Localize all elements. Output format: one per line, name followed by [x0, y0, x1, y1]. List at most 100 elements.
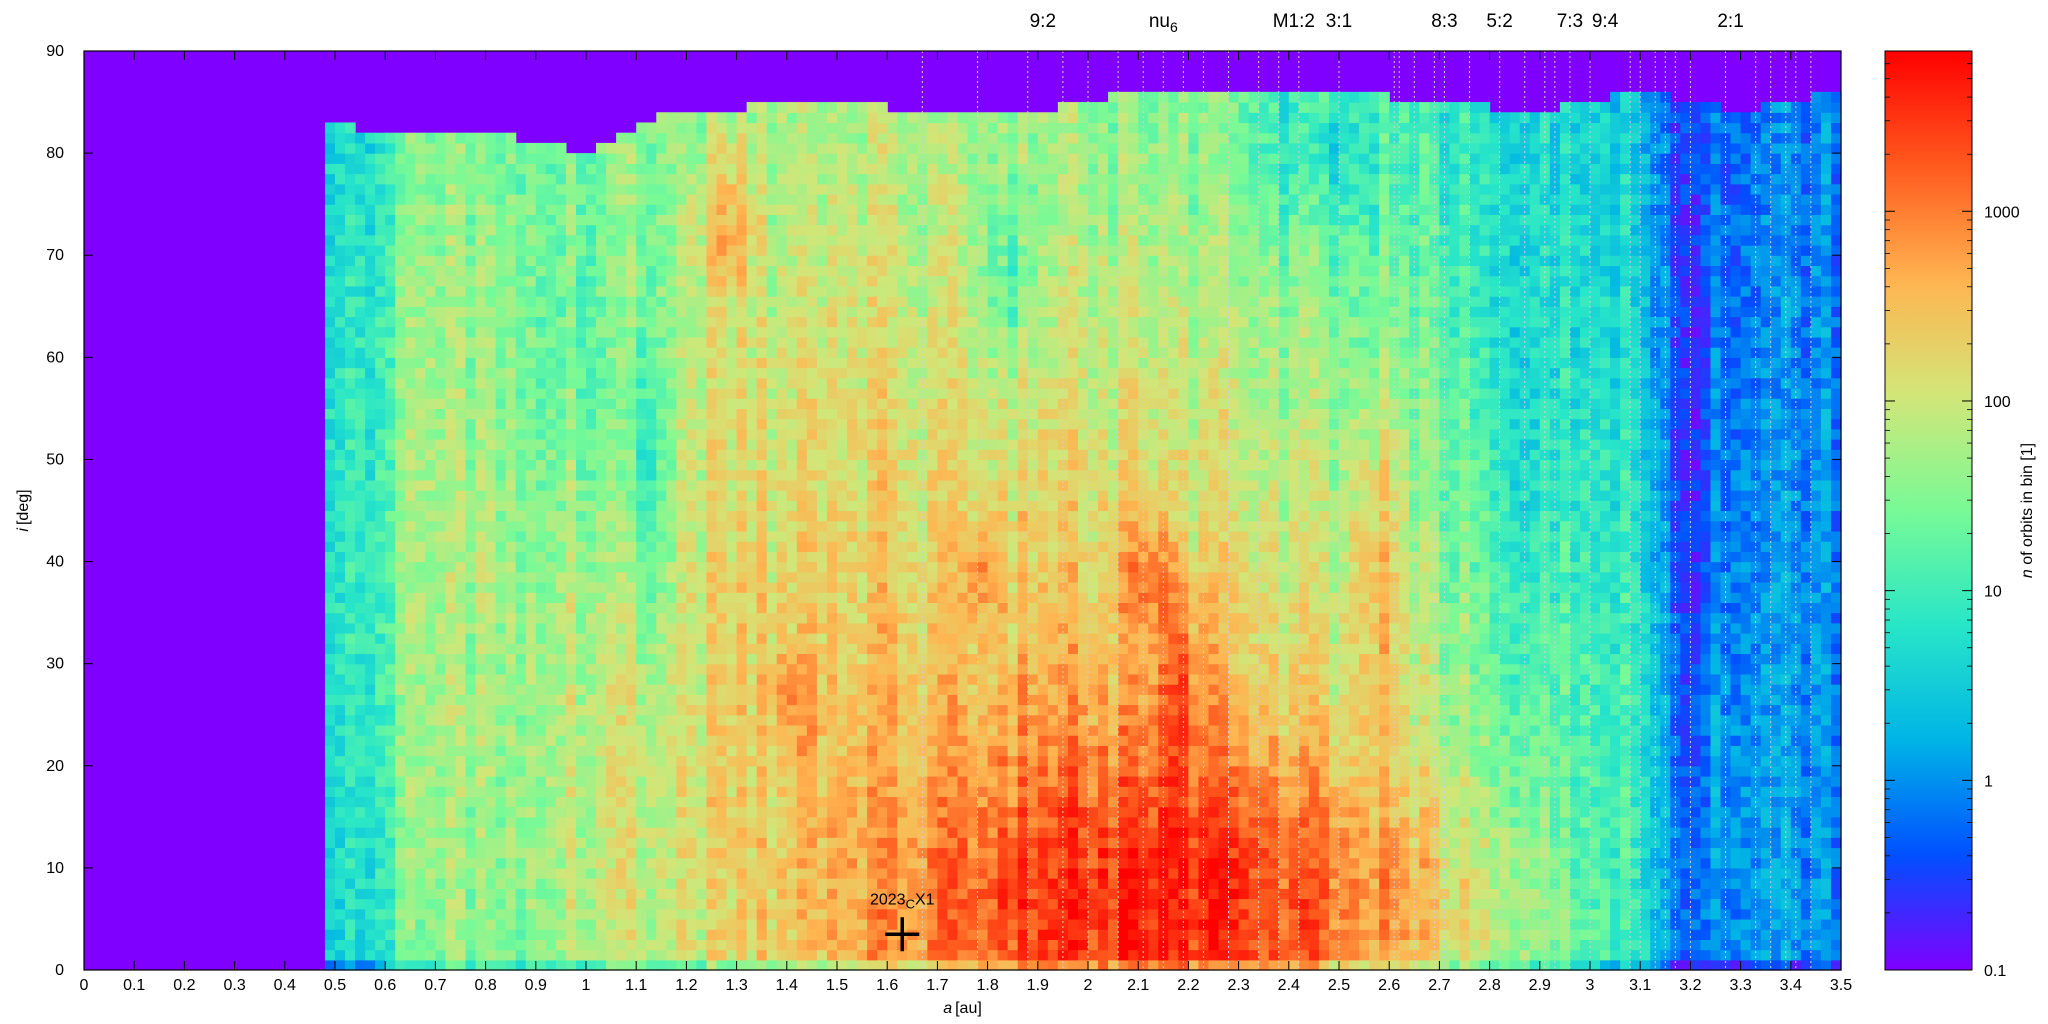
heatmap-cell [495, 878, 507, 889]
heatmap-cell [766, 326, 778, 338]
heatmap-cell [375, 745, 386, 757]
heatmap-cell [616, 684, 627, 695]
heatmap-cell [525, 163, 537, 175]
heatmap-cell [867, 908, 878, 920]
heatmap-cell [746, 479, 758, 491]
heatmap-cell [415, 204, 426, 215]
heatmap-cell [897, 704, 908, 716]
heatmap-cell [877, 449, 888, 461]
heatmap-cell [847, 745, 858, 757]
heatmap-cell [867, 612, 878, 624]
heatmap-cell [525, 592, 537, 603]
heatmap-cell [324, 827, 336, 838]
heatmap-cell [766, 959, 778, 971]
heatmap-cell [626, 602, 637, 614]
heatmap-cell [867, 439, 878, 450]
heatmap-cell [666, 898, 677, 910]
heatmap-cell [726, 367, 738, 379]
heatmap-cell [475, 724, 487, 736]
heatmap-cell [575, 735, 587, 746]
heatmap-cell [746, 326, 758, 338]
heatmap-cell [746, 612, 758, 624]
heatmap-cell [626, 694, 637, 706]
heatmap-cell [324, 663, 336, 675]
heatmap-cell [385, 806, 396, 818]
heatmap-cell [897, 510, 908, 522]
heatmap-cell [776, 347, 788, 358]
heatmap-cell [545, 673, 557, 685]
heatmap-cell [465, 183, 477, 195]
heatmap-cell [596, 500, 607, 512]
heatmap-cell [857, 520, 868, 532]
heatmap-cell [395, 336, 406, 348]
heatmap-cell [535, 193, 547, 205]
heatmap-cell [365, 387, 376, 399]
heatmap-cell [706, 622, 718, 634]
heatmap-cell [656, 449, 667, 461]
heatmap-cell [746, 500, 758, 512]
heatmap-cell [365, 592, 376, 603]
heatmap-cell [897, 275, 908, 287]
heatmap-cell [375, 490, 386, 501]
heatmap-cell [837, 459, 848, 471]
heatmap-cell [646, 633, 657, 644]
heatmap-cell [736, 694, 748, 706]
heatmap-cell [335, 653, 346, 665]
heatmap-cell [415, 694, 426, 706]
heatmap-cell [656, 867, 667, 879]
heatmap-cell [897, 326, 908, 338]
heatmap-cell [686, 867, 698, 879]
heatmap-cell [475, 857, 487, 869]
heatmap-cell [395, 929, 406, 940]
heatmap-cell [515, 142, 527, 154]
heatmap-cell [706, 633, 718, 644]
heatmap-cell [475, 234, 487, 246]
heatmap-cell [385, 367, 396, 379]
heatmap-cell [505, 326, 517, 338]
heatmap-cell [565, 336, 577, 348]
heatmap-cell [385, 214, 396, 226]
heatmap-cell [646, 959, 657, 971]
heatmap-cell [776, 694, 788, 706]
heatmap-cell [847, 612, 858, 624]
heatmap-cell [365, 755, 376, 767]
heatmap-cell [455, 275, 467, 287]
heatmap-cell [636, 653, 647, 665]
heatmap-cell [465, 653, 477, 665]
heatmap-cell [837, 806, 848, 818]
heatmap-cell [606, 336, 617, 348]
heatmap-cell [666, 408, 677, 420]
heatmap-cell [324, 796, 336, 808]
heatmap-cell [495, 571, 507, 583]
heatmap-cell [455, 142, 467, 154]
heatmap-cell [596, 949, 607, 961]
heatmap-cell [696, 755, 708, 767]
heatmap-cell [716, 684, 728, 695]
heatmap-cell [927, 857, 938, 869]
heatmap-cell [766, 745, 778, 757]
heatmap-cell [465, 153, 477, 164]
heatmap-cell [575, 561, 587, 573]
heatmap-cell [646, 714, 657, 726]
heatmap-cell [746, 459, 758, 471]
heatmap-cell [355, 898, 366, 910]
heatmap-cell [575, 898, 587, 910]
heatmap-cell [646, 786, 657, 798]
heatmap-cell [445, 245, 457, 256]
heatmap-cell [355, 878, 366, 889]
heatmap-cell [596, 357, 607, 369]
heatmap-cell [385, 939, 396, 951]
heatmap-cell [495, 285, 507, 297]
heatmap-cell [776, 816, 788, 828]
heatmap-cell [766, 827, 778, 838]
heatmap-cell [606, 959, 617, 971]
heatmap-cell [515, 510, 527, 522]
heatmap-cell [726, 214, 738, 226]
heatmap-cell [706, 153, 718, 164]
heatmap-cell [324, 347, 336, 358]
heatmap-cell [335, 571, 346, 583]
heatmap-cell [365, 245, 376, 256]
heatmap-cell [626, 510, 637, 522]
heatmap-cell [575, 908, 587, 920]
heatmap-cell [716, 449, 728, 461]
